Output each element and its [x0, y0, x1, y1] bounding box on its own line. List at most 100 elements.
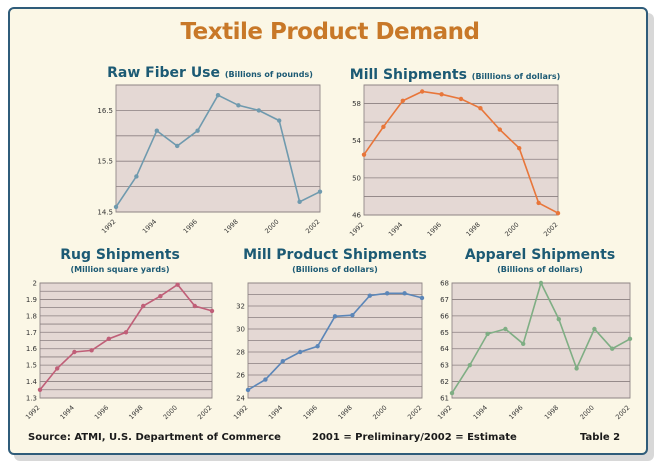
chart-units: (Billlions of dollars) [471, 72, 561, 81]
data-point [280, 359, 285, 364]
data-point [297, 199, 302, 205]
y-tick-label: 63 [440, 362, 449, 370]
data-point [158, 293, 163, 299]
data-point [175, 143, 180, 149]
data-point [317, 189, 323, 194]
y-tick-label: 2 [33, 280, 37, 288]
data-point [485, 331, 490, 337]
chart-title-text: Mill Product Shipments [243, 247, 427, 263]
data-point [478, 106, 483, 111]
data-point [381, 124, 386, 129]
data-point [497, 127, 502, 132]
x-tick-label: 1998 [543, 404, 560, 421]
y-tick-label: 15.5 [97, 158, 113, 166]
data-point [350, 313, 355, 318]
data-point [106, 336, 112, 342]
data-point [556, 316, 561, 322]
data-point [449, 390, 455, 396]
data-point [385, 291, 390, 296]
y-tick-label: 30 [236, 326, 245, 334]
data-point [134, 174, 139, 179]
data-point [245, 387, 251, 393]
data-point [209, 308, 215, 314]
data-point [574, 366, 579, 371]
y-tick-label: 66 [440, 312, 449, 320]
data-point [439, 92, 444, 97]
chart-title-text: Rug Shipments [60, 247, 180, 263]
y-tick-label: 54 [352, 137, 361, 145]
data-point [215, 92, 221, 98]
data-point [361, 152, 367, 157]
data-point [263, 377, 268, 382]
data-point [298, 349, 303, 355]
y-tick-label: 50 [352, 174, 361, 182]
x-tick-label: 1992 [436, 404, 453, 421]
chart-subtitle-mill-product-shipments: (Billions of dollars) [292, 265, 378, 274]
y-tick-label: 1.6 [26, 345, 38, 353]
data-point [72, 349, 77, 355]
y-tick-label: 1.5 [26, 362, 37, 370]
table-label: Table 2 [580, 432, 621, 443]
chart-subtitle-rug-shipments: (Million square yards) [70, 265, 170, 274]
data-point [195, 128, 200, 133]
data-point [175, 282, 180, 287]
y-tick-label: 64 [440, 345, 449, 353]
x-tick-label: 2000 [578, 404, 595, 421]
chart-units: (Billions of pounds) [224, 70, 313, 79]
data-point [367, 293, 372, 298]
y-tick-label: 68 [440, 280, 449, 288]
data-point [154, 128, 159, 133]
plot-area [363, 84, 559, 216]
chart-subtitle-apparel-shipments: (Billions of dollars) [497, 265, 583, 274]
y-tick-label: 16.5 [97, 107, 113, 115]
data-point [256, 108, 261, 113]
data-point [517, 145, 522, 151]
data-point [277, 118, 282, 123]
y-tick-label: 1.3 [26, 395, 37, 403]
y-tick-label: 58 [352, 100, 361, 108]
page-title: Textile Product Demand [180, 19, 480, 45]
source-note: Source: ATMI, U.S. Department of Commerc… [28, 432, 281, 443]
y-tick-label: 28 [236, 349, 245, 357]
y-tick-label: 67 [440, 296, 449, 304]
chart-title-mill-product-shipments: Mill Product Shipments [235, 248, 435, 263]
data-point [123, 330, 129, 335]
x-tick-label: 1996 [507, 404, 524, 421]
y-tick-label: 62 [440, 378, 449, 386]
x-tick-label: 1994 [472, 404, 489, 421]
data-point [332, 314, 338, 319]
data-point [503, 326, 508, 332]
data-point [141, 303, 146, 309]
y-tick-label: 24 [236, 395, 245, 403]
y-tick-label: 1.7 [26, 329, 37, 337]
data-point [89, 348, 94, 353]
y-tick-label: 14.5 [97, 209, 113, 217]
y-tick-label: 65 [440, 329, 449, 337]
data-point [467, 362, 472, 368]
data-point [37, 387, 43, 392]
data-point [538, 280, 544, 286]
chart-title-rug-shipments: Rug Shipments [45, 248, 195, 263]
chart-title-mill-shipments: Mill Shipments (Billlions of dollars) [340, 68, 570, 84]
data-point [555, 210, 561, 216]
data-point [315, 344, 320, 349]
data-point [458, 96, 464, 102]
chart-title-text: Apparel Shipments [464, 247, 616, 263]
y-tick-label: 26 [236, 372, 245, 380]
data-point [610, 346, 615, 351]
data-point [420, 89, 425, 94]
x-tick-label: 2002 [614, 404, 631, 421]
data-point [521, 341, 526, 346]
data-point [419, 295, 425, 301]
chart-title-text: Mill Shipments [349, 67, 467, 83]
data-point [592, 326, 597, 332]
data-point [192, 303, 197, 309]
data-point [400, 98, 405, 103]
y-tick-label: 1.4 [26, 378, 38, 386]
chart-title-apparel-shipments: Apparel Shipments [450, 248, 630, 263]
